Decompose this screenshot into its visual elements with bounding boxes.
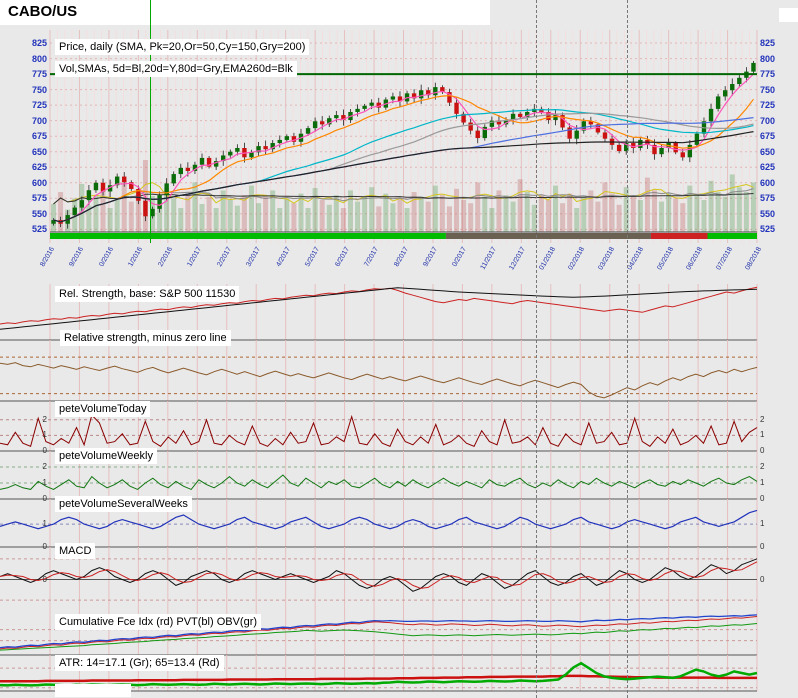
- price-panel-label-2: Vol,SMAs, 5d=Bl,20d=Y,80d=Gry,EMA260d=Bl…: [55, 61, 297, 77]
- rel-strength-zero-plot: [0, 340, 758, 402]
- price-ytick-right: 675: [760, 131, 776, 142]
- vol-today-ytick-right: 1: [760, 430, 765, 440]
- price-ytick-left: 650: [31, 146, 47, 157]
- price-plot[interactable]: [49, 30, 758, 243]
- price-ytick-right: 650: [760, 146, 776, 157]
- vol-today-ytick-left: 2: [42, 414, 47, 424]
- vol-weekly-ytick-left: 0: [42, 494, 47, 503]
- vol-today-ytick-right: 2: [760, 414, 765, 424]
- price-ytick-left: 675: [31, 131, 47, 142]
- macd-label: MACD: [55, 543, 96, 559]
- vol-today-ytick-left: 1: [42, 430, 47, 440]
- vol-several-weeks-ytick-left: 0: [42, 542, 47, 551]
- price-ytick-right: 575: [760, 193, 776, 204]
- rel-strength-zero-label: Relative strength, minus zero line: [60, 330, 231, 346]
- price-ytick-left: 600: [31, 177, 47, 188]
- macd-ytick-left: 0: [42, 574, 47, 584]
- price-ytick-left: 750: [31, 84, 47, 95]
- price-ytick-right: 800: [760, 53, 776, 64]
- vol-weekly-ytick-right: 2: [760, 462, 765, 471]
- price-ytick-right: 775: [760, 69, 776, 80]
- price-ytick-left: 700: [31, 115, 47, 126]
- price-ytick-right: 725: [760, 100, 776, 111]
- price-ytick-left: 800: [31, 53, 47, 64]
- vol-several-weeks-ytick-left: 1: [42, 519, 47, 529]
- ticker-title: CABO/US: [8, 3, 78, 20]
- price-ytick-right: 550: [760, 208, 776, 219]
- price-ytick-right: 750: [760, 84, 776, 95]
- price-ytick-left: 625: [31, 162, 47, 173]
- vol-today-ytick-right: 0: [760, 446, 765, 455]
- vol-today-ytick-left: 0: [42, 446, 47, 455]
- bottom-left-box: [55, 684, 131, 697]
- price-ytick-right: 700: [760, 115, 776, 126]
- vol-several-weeks-ytick-right: 0: [760, 542, 765, 551]
- vol-weekly-ytick-right: 1: [760, 478, 765, 487]
- vol-several-weeks-ytick-right: 1: [760, 519, 765, 529]
- cumulative-label: Cumulative Fce Idx (rd) PVT(bl) OBV(gr): [55, 614, 262, 630]
- price-ytick-right: 525: [760, 224, 776, 235]
- vol-weekly-plot: [0, 451, 758, 500]
- price-ytick-right: 600: [760, 177, 776, 188]
- vol-today-label: peteVolumeToday: [55, 401, 151, 417]
- price-ytick-right: 825: [760, 38, 776, 49]
- price-panel-label-1: Price, daily (SMA, Pk=20,Or=50,Cy=150,Gr…: [55, 39, 310, 55]
- vol-weekly-label: peteVolumeWeekly: [55, 448, 157, 464]
- price-ytick-left: 825: [31, 38, 47, 49]
- vol-today-plot: [0, 401, 758, 452]
- vol-several-weeks-label: peteVolumeSeveralWeeks: [55, 496, 192, 512]
- rel-strength-label: Rel. Strength, base: S&P 500 11530: [55, 286, 240, 302]
- price-ytick-right: 625: [760, 162, 776, 173]
- top-bar: [0, 0, 490, 25]
- vol-weekly-ytick-left: 1: [42, 478, 47, 487]
- event-line-dashed: [536, 0, 538, 698]
- top-right-box: [779, 8, 798, 22]
- price-ytick-left: 575: [31, 193, 47, 204]
- event-line-dashed: [627, 0, 629, 698]
- atr-label: ATR: 14=17.1 (Gr); 65=13.4 (Rd): [55, 655, 224, 671]
- macd-plot: [0, 547, 758, 612]
- event-line-solid: [150, 0, 152, 243]
- price-ytick-left: 525: [31, 224, 47, 235]
- vol-weekly-ytick-left: 2: [42, 462, 47, 471]
- price-ytick-left: 775: [31, 69, 47, 80]
- macd-ytick-right: 0: [760, 574, 765, 584]
- price-ytick-left: 725: [31, 100, 47, 111]
- vol-weekly-ytick-right: 0: [760, 494, 765, 503]
- price-ytick-left: 550: [31, 208, 47, 219]
